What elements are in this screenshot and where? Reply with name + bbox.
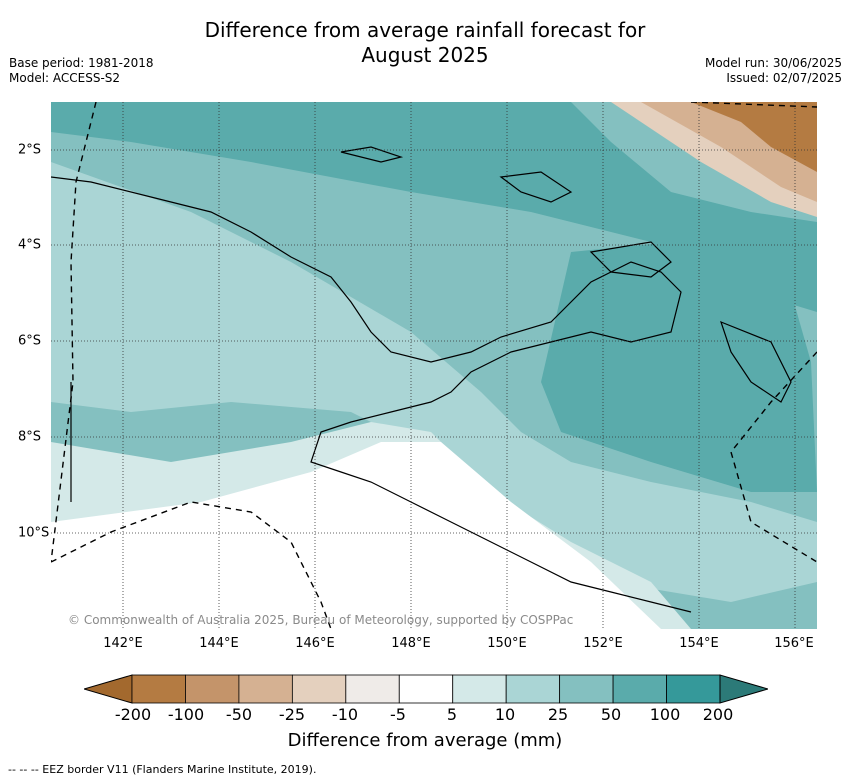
y-tick: 6°S xyxy=(18,333,42,349)
colorbar-label: 25 xyxy=(547,705,569,724)
title-line-1: Difference from average rainfall forecas… xyxy=(204,18,646,42)
eez-east xyxy=(730,351,817,563)
colorbar-bin xyxy=(345,674,400,704)
colorbar-title: Difference from average (mm) xyxy=(287,730,563,751)
x-tick: 144°E xyxy=(199,636,239,651)
y-tick: 2°S xyxy=(18,142,42,158)
issued-text: Issued: 02/07/2025 xyxy=(726,71,842,85)
colorbar-bin xyxy=(505,674,561,704)
map-title: Difference from average rainfall forecas… xyxy=(0,18,850,68)
model-run-text: Model run: 30/06/2025 xyxy=(704,56,842,70)
model-text: Model: ACCESS-S2 xyxy=(9,71,121,85)
meta-left: Base period: 1981-2018 Model: ACCESS-S2 xyxy=(9,56,154,86)
x-tick: 154°E xyxy=(679,636,719,651)
eez-footnote: -- -- -- EEZ border V11 (Flanders Marine… xyxy=(8,763,317,776)
colorbar-extend-low xyxy=(84,674,133,704)
eez-border xyxy=(51,102,817,629)
x-tick: 146°E xyxy=(295,636,335,651)
colorbar-label: -10 xyxy=(331,705,359,724)
colorbar-bin xyxy=(238,674,293,704)
colorbar-bin xyxy=(666,674,721,704)
y-tick: 10°S xyxy=(18,525,50,541)
eez-west xyxy=(51,102,97,563)
x-tick: 142°E xyxy=(103,636,143,651)
island-new-britain xyxy=(589,241,672,278)
colorbar-label: -100 xyxy=(167,705,205,724)
colorbar-bin xyxy=(612,674,667,704)
meta-right: Model run: 30/06/2025 Issued: 02/07/2025 xyxy=(705,56,842,86)
y-tick: 8°S xyxy=(18,429,42,445)
colorbar-label: -200 xyxy=(114,705,152,724)
colorbar-label: 10 xyxy=(494,705,516,724)
colorbar-label: -25 xyxy=(278,705,306,724)
png-mainland-coast xyxy=(51,176,692,613)
x-tick: 150°E xyxy=(487,636,527,651)
colorbar-label: 5 xyxy=(446,705,458,724)
graticule xyxy=(51,102,817,629)
island-manus xyxy=(499,171,573,203)
contour-50-east xyxy=(541,242,817,492)
copyright-text: © Commonwealth of Australia 2025, Bureau… xyxy=(68,613,574,627)
colorbar-label: 200 xyxy=(702,705,734,724)
rainfall-map xyxy=(51,102,817,629)
contour-10-central xyxy=(51,162,817,602)
colorbar-cells xyxy=(84,674,768,704)
contour-dry-dark xyxy=(691,102,817,172)
colorbar-label: 100 xyxy=(649,705,681,724)
x-tick: 148°E xyxy=(391,636,431,651)
colorbar-label: 50 xyxy=(600,705,622,724)
colorbar-label: -5 xyxy=(390,705,406,724)
colorbar-extend-high xyxy=(719,674,768,704)
colorbar-bin xyxy=(398,674,454,704)
colorbar-bin xyxy=(131,674,186,704)
x-tick: 156°E xyxy=(774,636,814,651)
colorbar-bin xyxy=(185,674,240,704)
colorbar-bin xyxy=(452,674,507,704)
island-bougainville xyxy=(720,320,792,403)
colorbar-bin xyxy=(291,674,347,704)
colorbar-bin xyxy=(559,674,614,704)
contour-neutral xyxy=(51,442,661,629)
colorbar xyxy=(84,674,768,704)
contour-50-north xyxy=(51,102,817,312)
y-tick: 4°S xyxy=(18,237,42,253)
title-line-2: August 2025 xyxy=(361,43,489,67)
colorbar-label: -50 xyxy=(225,705,253,724)
x-tick: 152°E xyxy=(583,636,623,651)
island-north xyxy=(340,146,404,163)
coastlines xyxy=(51,146,792,613)
eez-south xyxy=(51,501,332,629)
base-period-text: Base period: 1981-2018 xyxy=(9,56,154,70)
